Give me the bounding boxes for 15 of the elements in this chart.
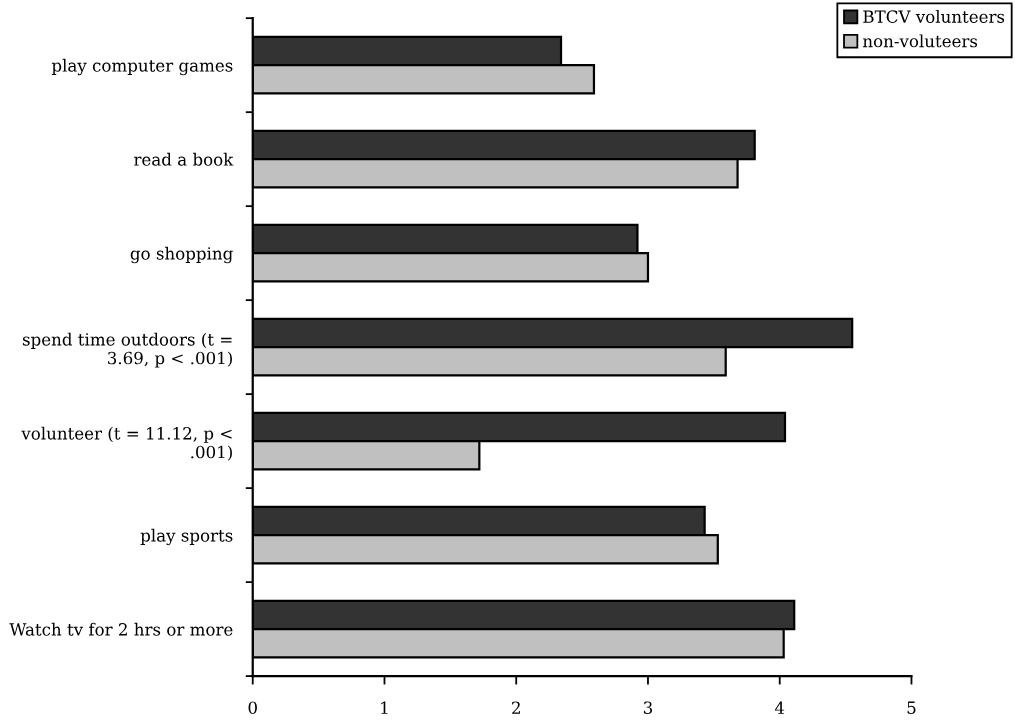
x-tick-label: 5 [907,701,916,715]
legend-label: non-voluteers [862,34,978,48]
y-tick-label: spend time outdoors (t = 3.69, p < .001) [22,332,232,368]
x-tick-label: 1 [381,701,388,714]
y-tick-label: read a book [134,152,234,166]
x-tick-label: 4 [774,701,785,714]
legend-label: BTCV volunteers [863,10,1005,23]
y-tick-label: play sports [140,528,233,546]
y-tick-label: Watch tv for 2 hrs or more [9,622,233,636]
y-tick-label: go shopping [130,246,233,264]
y-tick-label: play computer games [51,58,233,76]
x-tick-label: 3 [643,701,653,715]
x-tick-label: 0 [248,701,257,715]
y-tick-label: volunteer (t = 11.12, p < .001) [21,426,232,461]
x-tick-label: 2 [512,701,520,714]
